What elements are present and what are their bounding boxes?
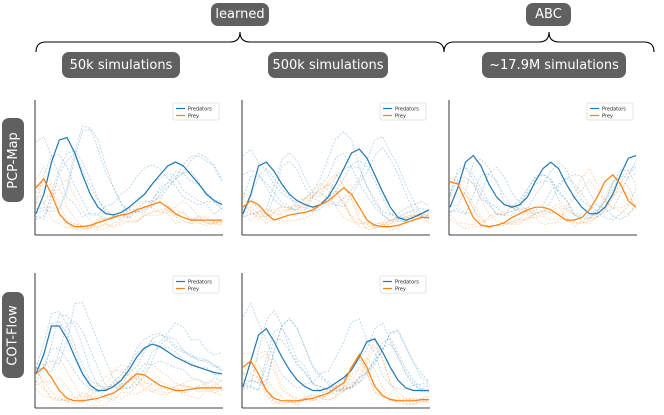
series-line-predators bbox=[449, 154, 637, 215]
sample-trajectory bbox=[242, 309, 430, 391]
sample-trajectory bbox=[242, 182, 430, 229]
sample-trajectory bbox=[35, 184, 222, 229]
sample-trajectory bbox=[35, 152, 223, 220]
row-label-cot-flow: COT-Flow bbox=[2, 292, 24, 378]
sample-trajectory bbox=[242, 135, 430, 220]
sample-trajectory bbox=[449, 184, 637, 229]
sample-trajectory bbox=[35, 314, 223, 390]
series-line-predators bbox=[35, 325, 223, 392]
sample-trajectory bbox=[449, 166, 637, 220]
sample-trajectory bbox=[35, 187, 222, 229]
abc-brace bbox=[443, 31, 655, 53]
sample-trajectory bbox=[449, 164, 637, 217]
sample-trajectory bbox=[35, 302, 223, 389]
series-line-predators bbox=[242, 148, 430, 221]
sample-trajectory bbox=[449, 178, 637, 229]
series-line-prey bbox=[242, 187, 429, 228]
sample-trajectory bbox=[35, 178, 223, 229]
sample-trajectory bbox=[35, 373, 223, 402]
sample-trajectory bbox=[35, 154, 223, 220]
sample-trajectory bbox=[35, 190, 223, 231]
legend-label-prey: Prey bbox=[188, 286, 199, 292]
sample-trajectory bbox=[242, 356, 430, 406]
row-label-pcp-map: PCP-Map bbox=[2, 118, 24, 202]
sample-trajectory bbox=[449, 172, 637, 220]
legend-label-predators: Predators bbox=[395, 279, 419, 285]
column-header-17.9m: ~17.9M simulations bbox=[482, 52, 626, 78]
sample-trajectory bbox=[35, 321, 223, 393]
legend-label-prey: Prey bbox=[395, 286, 406, 292]
column-header-500k: 500k simulations bbox=[268, 52, 388, 78]
sample-trajectory bbox=[35, 136, 223, 218]
legend-label-prey: Prey bbox=[188, 113, 199, 119]
series-line-predators bbox=[242, 327, 429, 392]
series-line-prey bbox=[242, 353, 429, 402]
legend-label-prey: Prey bbox=[395, 113, 406, 119]
sample-trajectory bbox=[35, 128, 223, 215]
legend-label-prey: Prey bbox=[602, 113, 613, 119]
sample-trajectory bbox=[449, 168, 637, 224]
sample-trajectory bbox=[242, 302, 430, 390]
sample-trajectory bbox=[242, 338, 430, 403]
sample-trajectory bbox=[242, 357, 430, 404]
sample-trajectory bbox=[449, 158, 637, 218]
sample-trajectory bbox=[242, 174, 430, 227]
abc-group-label: ABC bbox=[526, 3, 571, 26]
sample-trajectory bbox=[242, 159, 430, 222]
legend-label-predators: Predators bbox=[188, 106, 212, 112]
sample-trajectory bbox=[449, 173, 637, 221]
sample-trajectory bbox=[242, 317, 430, 390]
series-line-predators bbox=[35, 136, 223, 216]
sample-trajectory bbox=[35, 149, 223, 220]
sample-trajectory bbox=[35, 320, 223, 390]
legend-label-predators: Predators bbox=[602, 106, 626, 112]
sample-trajectory bbox=[242, 184, 430, 230]
sample-trajectory bbox=[35, 166, 222, 230]
sample-trajectory bbox=[242, 193, 430, 231]
sample-trajectory bbox=[242, 172, 430, 229]
sample-trajectory bbox=[242, 146, 430, 224]
sample-trajectory bbox=[35, 347, 223, 396]
legend-label-predators: Predators bbox=[395, 106, 419, 112]
sample-trajectory bbox=[242, 357, 430, 405]
column-header-50k: 50k simulations bbox=[62, 52, 180, 78]
sample-trajectory bbox=[242, 345, 430, 403]
series-line-prey bbox=[449, 174, 637, 228]
legend-label-predators: Predators bbox=[188, 279, 212, 285]
series-line-prey bbox=[35, 366, 222, 402]
sample-trajectory bbox=[242, 166, 430, 223]
sample-trajectory bbox=[242, 182, 430, 225]
series-line-prey bbox=[35, 177, 222, 228]
sample-trajectory bbox=[242, 131, 430, 215]
sample-trajectory bbox=[35, 311, 223, 390]
learned-group-label: learned bbox=[211, 3, 269, 26]
sample-trajectory bbox=[35, 125, 223, 211]
sample-trajectory bbox=[35, 370, 223, 405]
sample-trajectory bbox=[35, 376, 223, 406]
sample-trajectory bbox=[449, 167, 637, 226]
sample-trajectory bbox=[242, 319, 430, 392]
sample-trajectory bbox=[242, 327, 430, 393]
learned-brace bbox=[35, 31, 445, 53]
sample-trajectory bbox=[449, 167, 637, 219]
